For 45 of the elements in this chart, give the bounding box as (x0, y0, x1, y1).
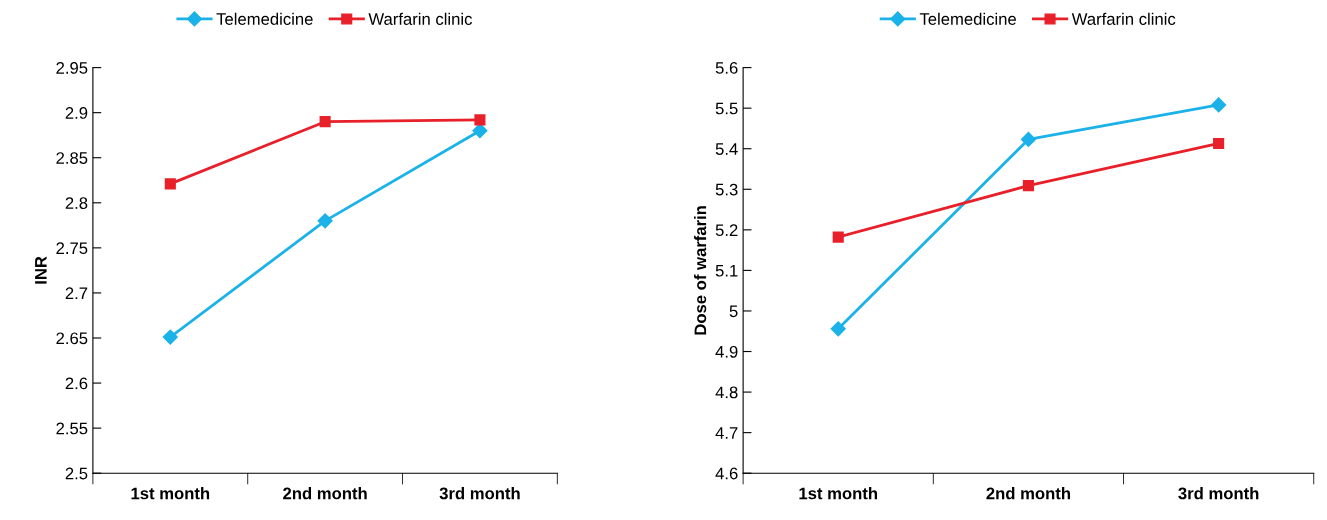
y-tick-label: 5.1 (715, 264, 738, 277)
y-axis-title: Dose of warfarin (694, 206, 707, 335)
x-tick-label: 2nd month (986, 487, 1070, 500)
y-tick-label: 2.7 (65, 287, 88, 299)
y-tick-label: 2.75 (56, 242, 88, 255)
y-tick-label: 2.6 (65, 377, 88, 390)
y-tick-label: 2.8 (65, 197, 88, 209)
y-tick-label: 4.6 (715, 467, 738, 480)
y-tick-label: 5.4 (715, 143, 738, 155)
y-axis-title: INR (35, 256, 47, 284)
legend-label: Warfarin clinic (368, 12, 472, 25)
y-tick-label: 2.55 (56, 422, 88, 435)
point (162, 329, 178, 345)
point (472, 123, 488, 139)
y-tick-label: 2.95 (56, 62, 88, 74)
x-tick-label: 2nd month (283, 487, 367, 500)
legend-label: Telemedicine (919, 12, 1016, 25)
point (317, 213, 333, 229)
x-tick-label: 3rd month (1178, 487, 1259, 500)
y-tick-label: 4.7 (715, 427, 738, 439)
point (1022, 180, 1034, 192)
point (1213, 137, 1225, 150)
point (164, 178, 176, 190)
y-tick-label: 4.9 (715, 345, 738, 358)
y-tick-label: 5.6 (715, 62, 738, 74)
point (1211, 97, 1227, 113)
x-tick-label: 3rd month (439, 487, 520, 500)
y-tick-label: 2.5 (65, 467, 88, 480)
point (474, 114, 486, 126)
y-tick-label: 2.9 (65, 107, 88, 119)
y-tick-label: 5 (729, 305, 738, 318)
legend-label: Warfarin clinic (1071, 12, 1176, 25)
y-tick-label: 2.85 (56, 152, 88, 164)
point (1020, 131, 1036, 147)
y-tick-label: 4.8 (715, 386, 738, 399)
x-tick-label: 1st month (131, 487, 210, 500)
y-tick-label: 5.5 (715, 102, 738, 115)
x-tick-label: 1st month (799, 487, 878, 500)
y-tick-label: 5.3 (715, 183, 738, 196)
point (832, 231, 844, 243)
point (319, 116, 331, 128)
legend-label: Telemedicine (216, 12, 313, 25)
y-tick-label: 5.2 (715, 224, 738, 237)
point (830, 321, 846, 337)
y-tick-label: 2.65 (56, 332, 88, 345)
